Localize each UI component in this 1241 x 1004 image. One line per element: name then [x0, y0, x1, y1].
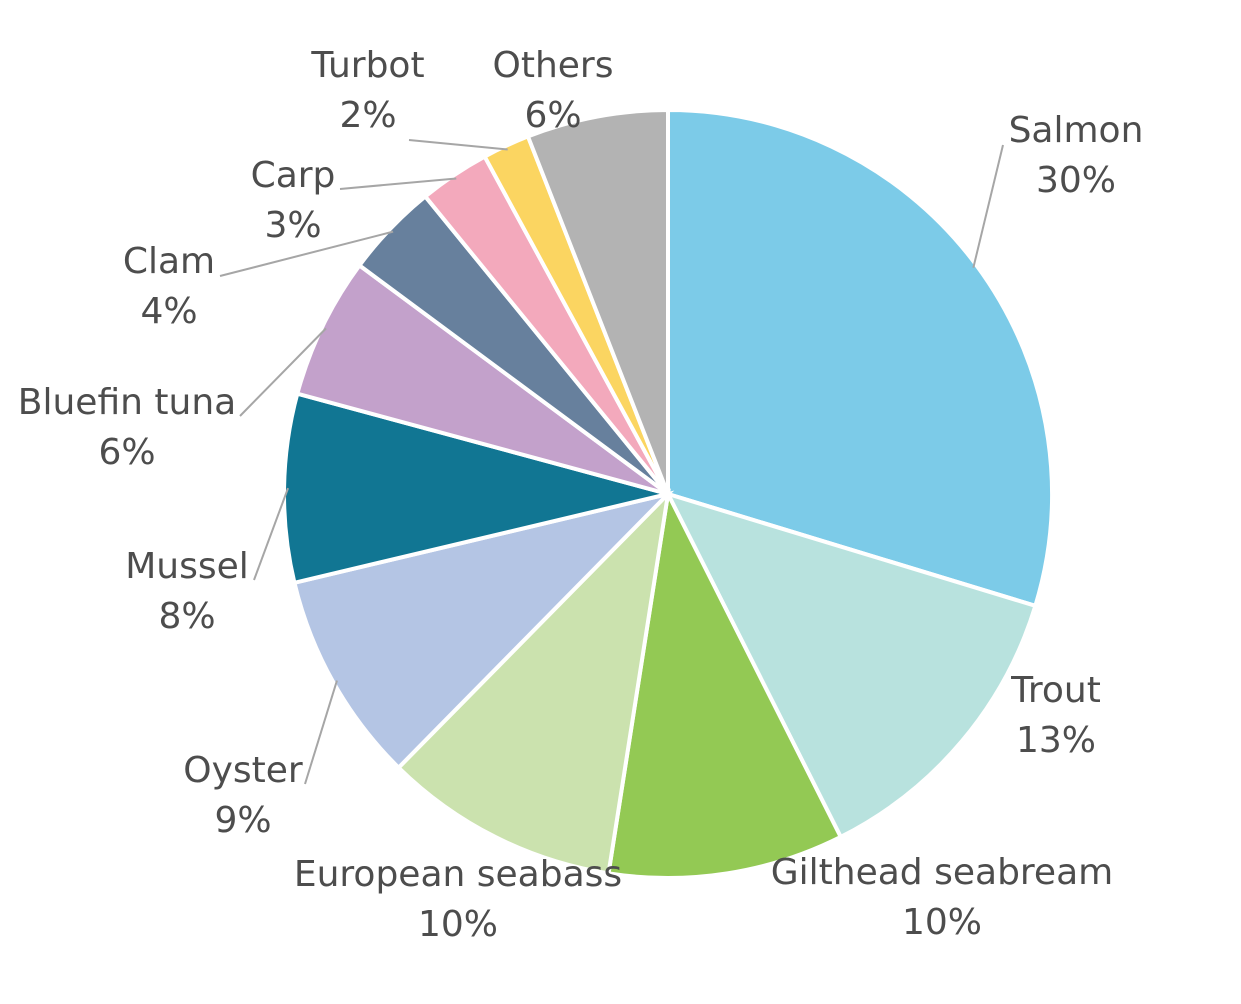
slice-value-others: 6%	[524, 95, 581, 136]
slice-value-gilthead-seabream: 10%	[902, 902, 982, 943]
leader-line-oyster	[304, 680, 338, 785]
slice-value-clam: 4%	[140, 291, 197, 332]
labels-layer: Salmon 30% Trout 13% Gilthead seabream 10% Eur…	[18, 45, 1144, 945]
slice-label-carp: Carp	[251, 155, 336, 196]
pie-slice-european-seabass	[395, 488, 671, 876]
leader-line-clam	[219, 230, 394, 277]
leader-line-carp	[339, 177, 457, 190]
slice-value-trout: 13%	[1016, 720, 1096, 761]
slice-label-others: Others	[493, 45, 614, 86]
leader-line-bluefin-tuna	[239, 327, 327, 417]
pie-slice-salmon	[666, 107, 1055, 609]
slice-label-gilthead-seabream: Gilthead seabream	[771, 852, 1113, 893]
pie-slice-trout	[664, 490, 1038, 840]
slice-label-bluefin-tuna: Bluefin tuna	[18, 382, 236, 423]
pie-slice-mussel	[282, 391, 669, 586]
slices-layer	[282, 107, 1055, 880]
slice-value-european-seabass: 10%	[418, 904, 498, 945]
leader-line-salmon	[972, 144, 1004, 269]
slice-value-salmon: 30%	[1036, 160, 1116, 201]
slice-label-mussel: Mussel	[125, 546, 249, 587]
leader-lines-layer	[219, 139, 1004, 785]
slice-value-bluefin-tuna: 6%	[98, 432, 155, 473]
slice-label-turbot: Turbot	[310, 45, 424, 86]
slice-value-oyster: 9%	[214, 800, 271, 841]
slice-value-carp: 3%	[264, 205, 321, 246]
slice-label-salmon: Salmon	[1009, 110, 1144, 151]
slice-value-turbot: 2%	[339, 95, 396, 136]
slice-label-european-seabass: European seabass	[294, 854, 622, 895]
pie-slice-others	[525, 107, 670, 495]
slice-label-oyster: Oyster	[183, 750, 303, 791]
leader-line-mussel	[253, 487, 289, 581]
slice-label-clam: Clam	[123, 241, 215, 282]
slice-label-trout: Trout	[1010, 670, 1101, 711]
slice-value-mussel: 8%	[158, 596, 215, 637]
pie-slice-gilthead-seabream	[606, 487, 844, 880]
leader-line-turbot	[408, 139, 508, 151]
pie-slice-bluefin-tuna	[294, 262, 670, 496]
